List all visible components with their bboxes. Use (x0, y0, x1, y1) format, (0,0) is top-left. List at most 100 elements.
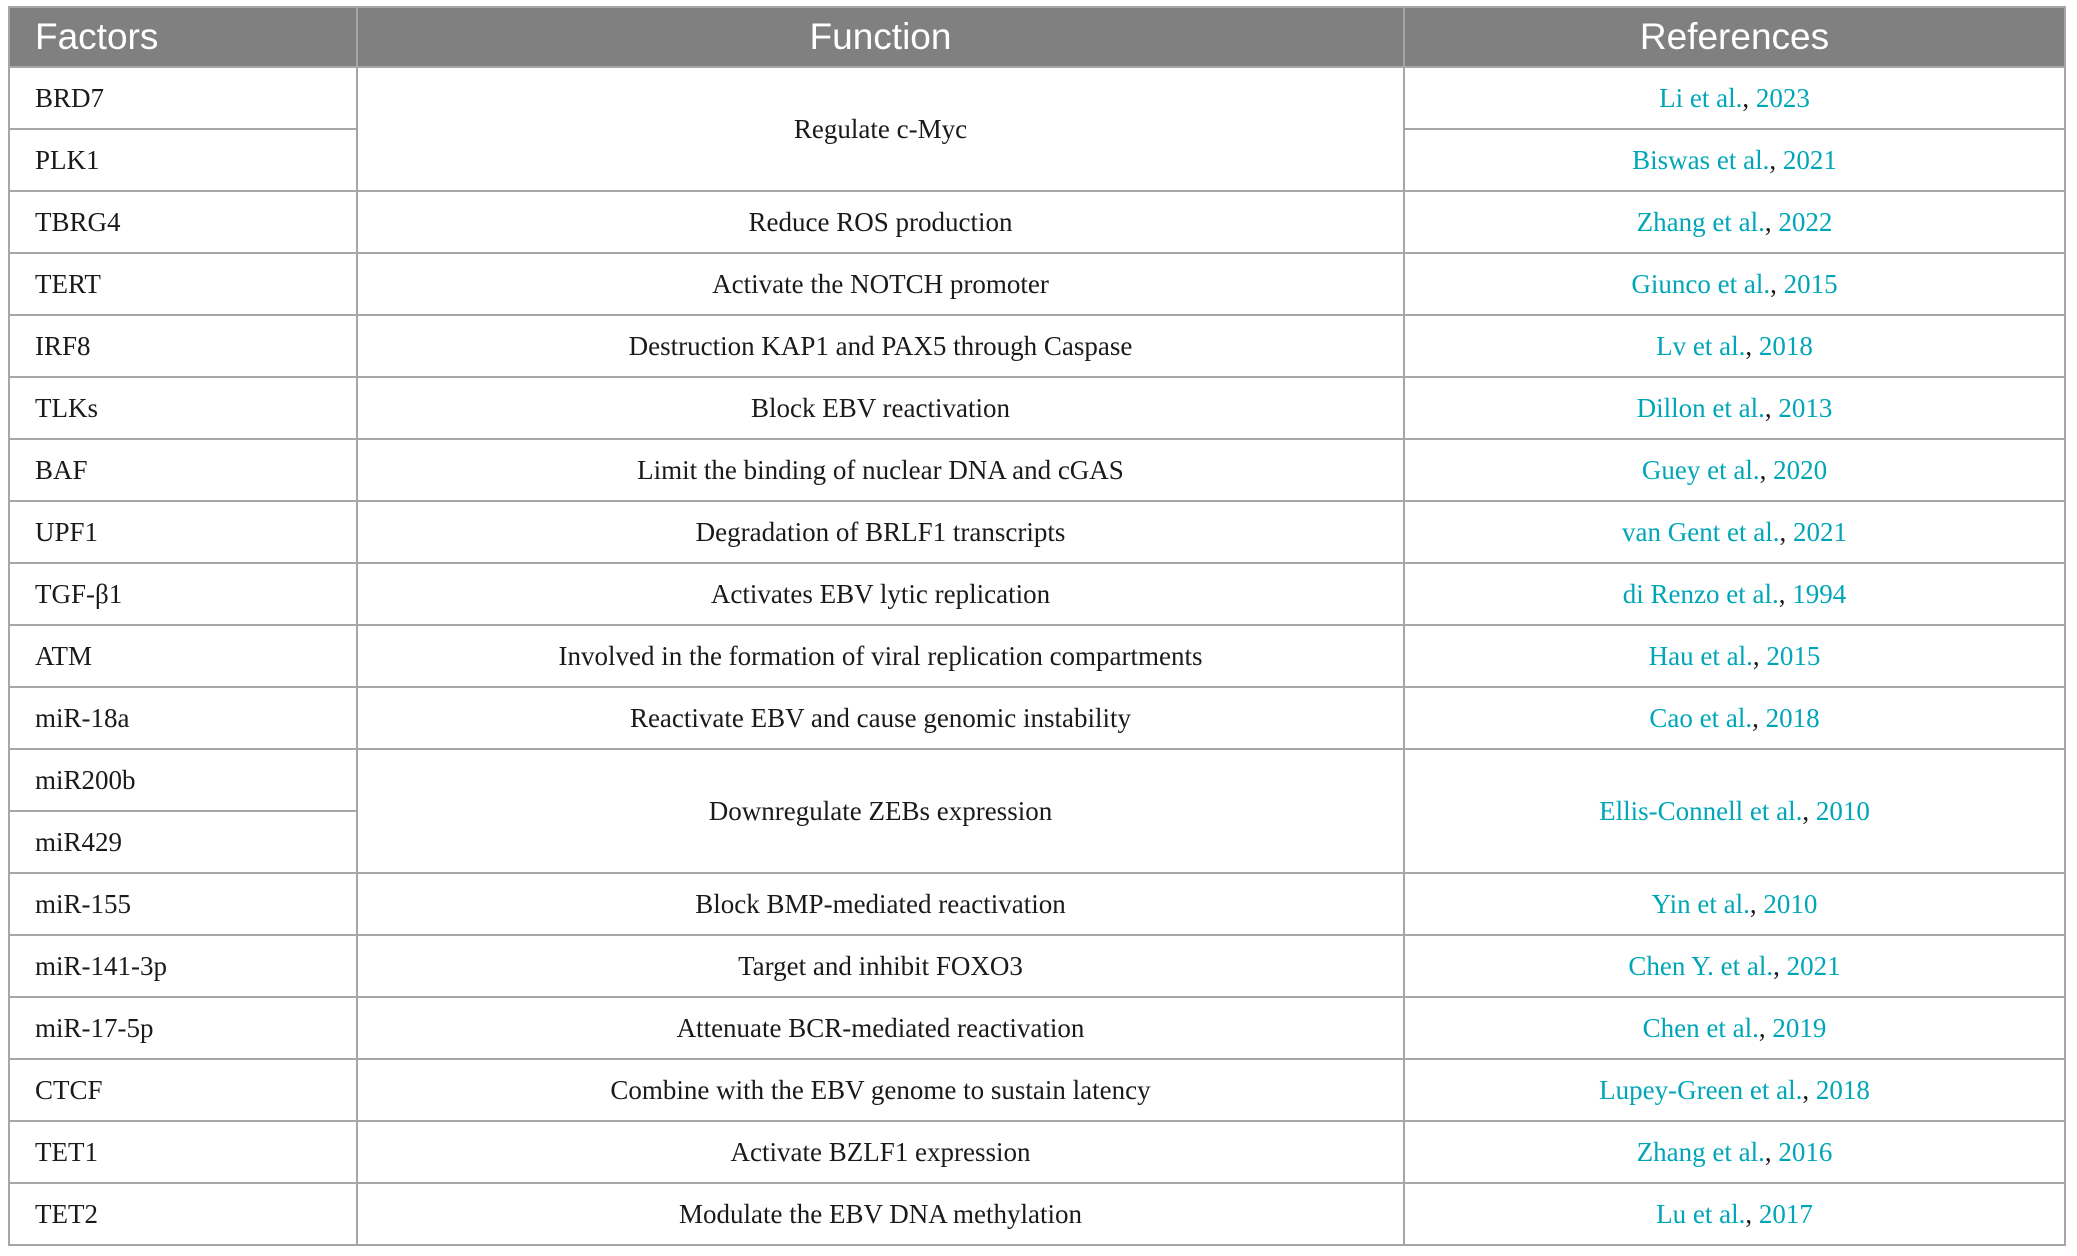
reference-year-link[interactable]: 2018 (1758, 330, 1813, 361)
reference-separator: , (1770, 268, 1784, 299)
factor-cell: TGF-β1 (8, 562, 358, 626)
reference-cell: Yin et al., 2010 (1403, 872, 2066, 936)
reference-author-link[interactable]: Li et al. (1659, 82, 1743, 113)
factor-cell: miR-141-3p (8, 934, 358, 998)
reference-cell: Dillon et al., 2013 (1403, 376, 2066, 440)
reference-separator: , (1779, 516, 1793, 547)
factor-cell: ATM (8, 624, 358, 688)
reference-year-link[interactable]: 2018 (1765, 702, 1820, 733)
reference-author-link[interactable]: Lv et al. (1656, 330, 1746, 361)
reference-cell: Chen Y. et al., 2021 (1403, 934, 2066, 998)
reference-cell: Chen et al., 2019 (1403, 996, 2066, 1060)
table-row: miR-17-5p Attenuate BCR-mediated reactiv… (8, 996, 2066, 1060)
reference-year-link[interactable]: 2010 (1763, 888, 1818, 919)
reference-year-link[interactable]: 2022 (1778, 206, 1833, 237)
reference-year-link[interactable]: 2015 (1766, 640, 1821, 671)
table-row: TERT Activate the NOTCH promoter Giunco … (8, 252, 2066, 316)
table-row: miR-155 Block BMP-mediated reactivation … (8, 872, 2066, 936)
reference-separator: , (1752, 640, 1767, 671)
reference-author-link[interactable]: Dillon et al. (1636, 392, 1765, 423)
factor-cell: TET1 (8, 1120, 358, 1184)
reference-author-link[interactable]: Hau et al. (1648, 640, 1753, 671)
reference-author-link[interactable]: Guey et al. (1641, 454, 1760, 485)
table-row: TET1 Activate BZLF1 expression Zhang et … (8, 1120, 2066, 1184)
factor-cell: miR-155 (8, 872, 358, 936)
reference-cell: Giunco et al., 2015 (1403, 252, 2066, 316)
header-function: Function (356, 6, 1405, 68)
reference-author-link[interactable]: Giunco et al. (1631, 268, 1771, 299)
factor-cell: BAF (8, 438, 358, 502)
reference-year-link[interactable]: 2018 (1815, 1074, 1870, 1105)
header-row: Factors Function References (8, 6, 2066, 68)
function-cell: Attenuate BCR-mediated reactivation (356, 996, 1405, 1060)
reference-year-link[interactable]: 2017 (1758, 1198, 1813, 1229)
function-cell: Degradation of BRLF1 transcripts (356, 500, 1405, 564)
function-cell: Activates EBV lytic replication (356, 562, 1405, 626)
table-row: TLKs Block EBV reactivation Dillon et al… (8, 376, 2066, 440)
reference-year-link[interactable]: 2019 (1772, 1012, 1827, 1043)
factor-cell: miR-17-5p (8, 996, 358, 1060)
reference-separator: , (1764, 392, 1779, 423)
table-row: TGF-β1 Activates EBV lytic replication d… (8, 562, 2066, 626)
table-row: miR-141-3p Target and inhibit FOXO3 Chen… (8, 934, 2066, 998)
reference-separator: , (1759, 454, 1774, 485)
reference-author-link[interactable]: Chen Y. et al. (1628, 950, 1774, 981)
function-cell: Reactivate EBV and cause genomic instabi… (356, 686, 1405, 750)
reference-author-link[interactable]: Zhang et al. (1636, 206, 1765, 237)
reference-author-link[interactable]: Lupey-Green et al. (1599, 1074, 1803, 1105)
reference-author-link[interactable]: Lu et al. (1656, 1198, 1746, 1229)
factor-cell: miR-18a (8, 686, 358, 750)
table-row: miR429 (8, 810, 2065, 874)
reference-cell: Li et al., 2023 (1403, 66, 2066, 130)
reference-year-link[interactable]: 2013 (1778, 392, 1833, 423)
reference-separator: , (1769, 144, 1783, 175)
table-row: UPF1 Degradation of BRLF1 transcripts va… (8, 500, 2066, 564)
reference-author-link[interactable]: Cao et al. (1649, 702, 1753, 733)
reference-separator: , (1764, 1136, 1779, 1167)
table-row: TBRG4 Reduce ROS production Zhang et al.… (8, 190, 2066, 254)
table-row: miR-18a Reactivate EBV and cause genomic… (8, 686, 2066, 750)
reference-cell: Guey et al., 2020 (1403, 438, 2066, 502)
reference-author-link[interactable]: di Renzo et al. (1622, 578, 1779, 609)
factor-cell: UPF1 (8, 500, 358, 564)
reference-author-link[interactable]: van Gent et al. (1622, 516, 1780, 547)
factor-cell: miR429 (8, 810, 358, 874)
factor-cell: CTCF (8, 1058, 358, 1122)
reference-year-link[interactable]: 2016 (1778, 1136, 1833, 1167)
table-row: BRD7 Regulate c-Myc Li et al., 2023 (8, 66, 2066, 192)
reference-cell: Lu et al., 2017 (1403, 1182, 2066, 1246)
reference-author-link[interactable]: Biswas et al. (1632, 144, 1770, 175)
reference-year-link[interactable]: 2015 (1783, 268, 1838, 299)
reference-cell: Hau et al., 2015 (1403, 624, 2066, 688)
reference-year-link[interactable]: 2010 (1815, 795, 1870, 826)
function-cell: Reduce ROS production (356, 190, 1405, 254)
reference-cell: Zhang et al., 2016 (1403, 1120, 2066, 1184)
table-row: ATM Involved in the formation of viral r… (8, 624, 2066, 688)
reference-author-link[interactable]: Chen et al. (1642, 1012, 1759, 1043)
reference-cell: Biswas et al., 2021 (1403, 128, 2066, 192)
factor-cell: BRD7 (8, 66, 358, 130)
reference-year-link[interactable]: 1994 (1792, 578, 1847, 609)
reference-year-link[interactable]: 2021 (1792, 516, 1847, 547)
reference-year-link[interactable]: 2020 (1773, 454, 1828, 485)
reference-separator: , (1758, 1012, 1773, 1043)
function-cell: Downregulate ZEBs expression (356, 748, 1405, 874)
reference-author-link[interactable]: Ellis-Connell et al. (1599, 795, 1803, 826)
reference-separator: , (1764, 206, 1779, 237)
reference-year-link[interactable]: 2023 (1755, 82, 1810, 113)
reference-year-link[interactable]: 2021 (1786, 950, 1841, 981)
function-cell: Target and inhibit FOXO3 (356, 934, 1405, 998)
factor-cell: TLKs (8, 376, 358, 440)
reference-separator: , (1745, 1198, 1759, 1229)
function-cell: Combine with the EBV genome to sustain l… (356, 1058, 1405, 1122)
reference-year-link[interactable]: 2021 (1782, 144, 1837, 175)
function-cell: Regulate c-Myc (356, 66, 1405, 192)
reference-separator: , (1773, 950, 1787, 981)
reference-separator: , (1752, 702, 1766, 733)
reference-separator: , (1802, 1074, 1816, 1105)
function-cell: Limit the binding of nuclear DNA and cGA… (356, 438, 1405, 502)
reference-separator: , (1745, 330, 1759, 361)
factor-cell: PLK1 (8, 128, 358, 192)
reference-author-link[interactable]: Yin et al. (1651, 888, 1750, 919)
reference-author-link[interactable]: Zhang et al. (1636, 1136, 1765, 1167)
